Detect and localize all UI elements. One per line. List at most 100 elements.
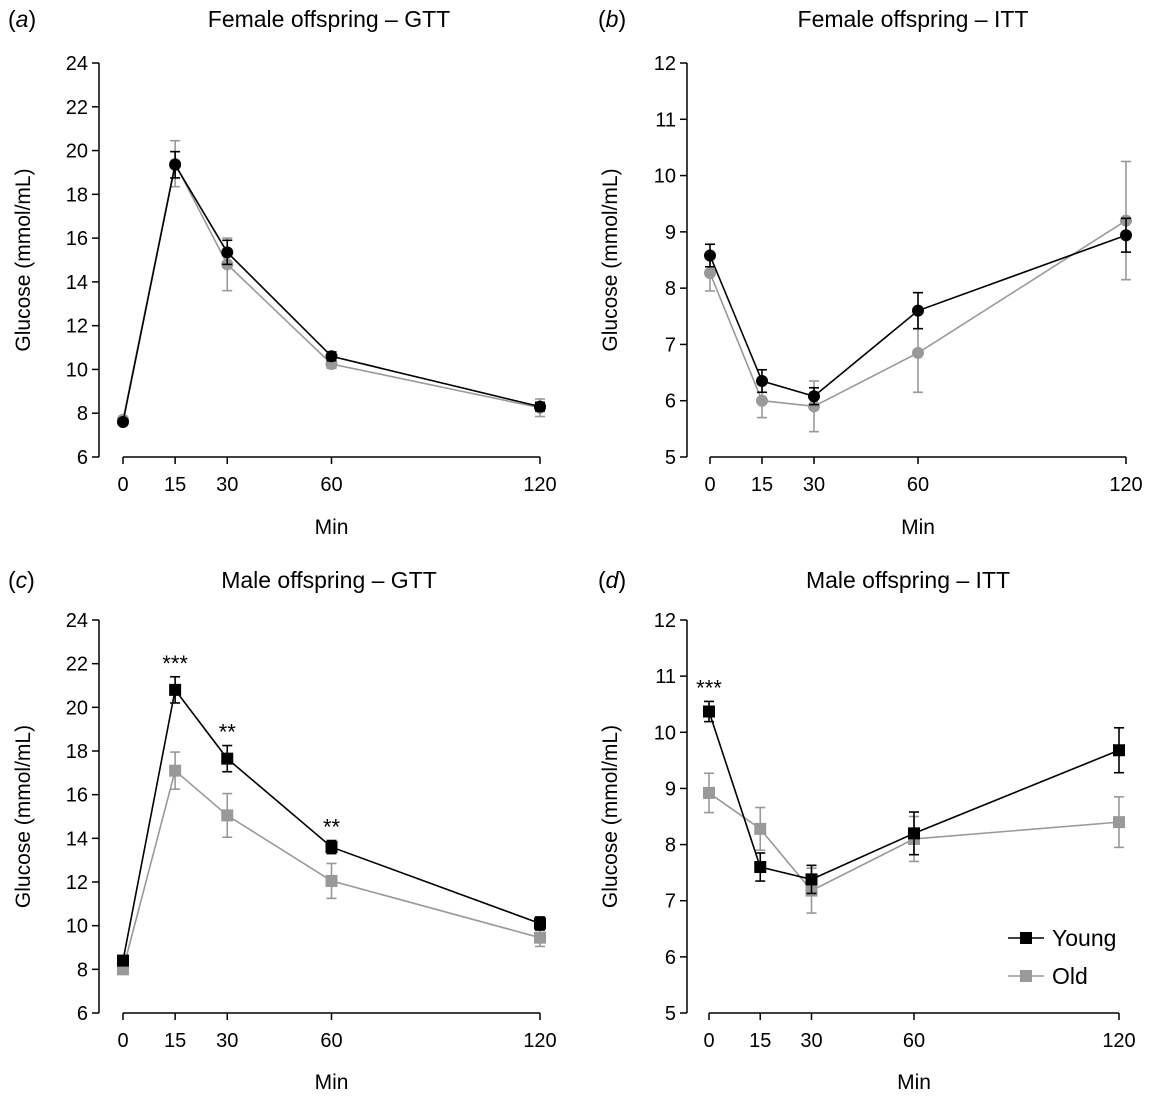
y-tick-label: 12 (654, 53, 676, 75)
y-tick-label: 10 (654, 166, 676, 188)
y-tick-label: 20 (66, 141, 88, 163)
data-point-young (808, 390, 820, 403)
series-line-old (122, 161, 541, 420)
x-tick-label: 15 (749, 1030, 771, 1052)
y-tick-label: 18 (66, 741, 88, 763)
y-tick-label: 12 (66, 872, 88, 894)
chart-panel-a: (a) Female offspring – GTT 6 8 10 12 14 16 18 20 2… (8, 6, 557, 539)
panel-label: (c) (8, 567, 35, 593)
panel-letter: b (606, 6, 619, 32)
legend: Young Old (1008, 925, 1116, 989)
data-point-young (534, 917, 546, 930)
y-tick-label: 20 (66, 697, 88, 719)
chart-title: Female offspring – GTT (208, 6, 450, 32)
data-point-young (704, 249, 716, 262)
y-axis-label: Glucose (mmol/mL) (599, 168, 622, 351)
y-tick-label: 9 (665, 222, 676, 244)
significance-label: ** (219, 720, 237, 745)
x-axis-label: Min (901, 516, 935, 539)
y-tick-label: 8 (665, 278, 676, 300)
x-tick-label: 120 (523, 1030, 556, 1052)
y-tick-label: 10 (66, 359, 88, 381)
data-point-old (754, 822, 767, 835)
y-tick-label: 6 (77, 447, 88, 469)
x-axis-label: Min (315, 516, 349, 539)
x-tick-label: 30 (216, 1030, 238, 1052)
x-tick-label: 30 (800, 1030, 822, 1052)
y-axis-label: Glucose (mmol/mL) (12, 168, 35, 351)
data-point-young (117, 954, 129, 967)
x-tick-label: 0 (704, 474, 715, 496)
y-tick-label: 6 (665, 947, 676, 969)
x-tick-label: 120 (1102, 1030, 1135, 1052)
data-point-young (221, 752, 234, 765)
data-point-old (1113, 816, 1125, 829)
x-tick-label: 0 (703, 1030, 714, 1052)
y-tick-label: 8 (77, 959, 88, 981)
significance-label: ** (323, 815, 341, 840)
y-tick-label: 16 (66, 785, 88, 807)
y-tick-label: 9 (665, 778, 676, 800)
data-point-old (221, 809, 234, 822)
data-point-young (756, 375, 768, 388)
chart-title: Female offspring – ITT (798, 6, 1029, 32)
y-tick-label: 22 (66, 654, 88, 676)
y-tick-label: 8 (77, 403, 88, 425)
y-tick-label: 10 (66, 916, 88, 938)
legend-marker-old (1020, 970, 1032, 982)
y-axis-label: Glucose (mmol/mL) (12, 725, 35, 908)
panel-letter: c (16, 567, 28, 593)
data-point-young (325, 350, 338, 363)
legend-label-old: Old (1052, 963, 1088, 989)
x-tick-label: 15 (751, 474, 773, 496)
y-tick-label: 7 (665, 334, 676, 356)
y-tick-label: 14 (66, 828, 88, 850)
y-tick-label: 22 (66, 97, 88, 119)
y-tick-label: 24 (66, 610, 88, 632)
data-point-young (221, 246, 234, 259)
y-tick-label: 5 (665, 1003, 676, 1025)
x-tick-label: 60 (903, 1030, 925, 1052)
data-point-old (704, 266, 716, 279)
x-tick-label: 120 (523, 474, 556, 496)
data-point-old (169, 764, 182, 777)
x-tick-label: 30 (216, 474, 238, 496)
data-point-young (325, 841, 338, 854)
x-tick-label: 60 (907, 474, 929, 496)
data-point-young (117, 415, 129, 428)
x-axis-label: Min (897, 1071, 931, 1094)
panel-label: (b) (598, 6, 626, 32)
data-point-young (534, 400, 546, 413)
x-tick-label: 60 (320, 1030, 342, 1052)
y-tick-label: 6 (77, 1003, 88, 1025)
data-point-old (912, 346, 924, 359)
y-tick-label: 18 (66, 184, 88, 206)
x-tick-label: 0 (117, 1030, 128, 1052)
series-line-young (122, 162, 541, 423)
chart-panel-c: (c) Male offspring – GTT 6 8 10 12 14 16 18 20 22 2… (8, 567, 557, 1094)
y-tick-label: 6 (665, 391, 676, 413)
data-point-old (325, 874, 338, 887)
data-point-young (912, 304, 924, 317)
significance-label: *** (162, 651, 188, 676)
chart-title: Male offspring – GTT (221, 567, 437, 593)
data-point-old (534, 931, 546, 944)
x-axis-label: Min (315, 1071, 349, 1094)
y-tick-label: 11 (655, 109, 676, 131)
y-tick-label: 10 (654, 722, 676, 744)
legend-label-young: Young (1052, 925, 1116, 951)
data-point-old (703, 786, 715, 799)
panel-label: (d) (598, 567, 626, 593)
data-point-young (169, 158, 182, 171)
x-tick-label: 60 (320, 474, 342, 496)
panel-letter: d (606, 567, 620, 593)
panel-label: (a) (8, 6, 36, 32)
y-tick-label: 5 (665, 447, 676, 469)
y-tick-label: 12 (66, 316, 88, 338)
panel-letter: a (16, 6, 29, 32)
data-point-young (169, 683, 182, 696)
y-axis-label: Glucose (mmol/mL) (599, 725, 622, 908)
